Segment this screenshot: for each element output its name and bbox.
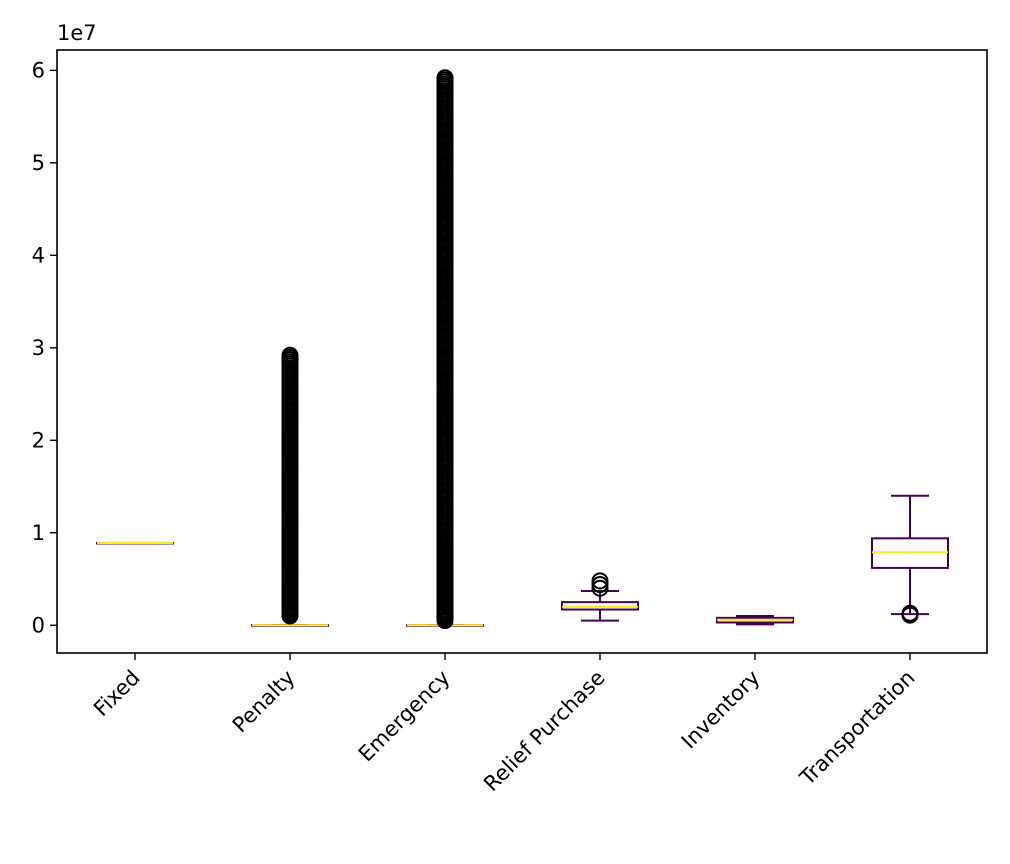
box-inventory (716, 615, 794, 626)
flier-point (281, 346, 299, 364)
y-tick-label: 5 (32, 151, 45, 175)
x-axis: Fixed Penalty Emergency Relief Purchase Inve… (89, 653, 920, 797)
y-axis-offset-label: 1e7 (57, 21, 97, 45)
flier-point (591, 576, 609, 594)
y-tick-label: 6 (32, 58, 45, 82)
box-penalty (251, 346, 329, 627)
y-tick-label: 1 (32, 521, 45, 545)
x-tick-label: Penalty (228, 666, 300, 738)
x-tick-label: Relief Purchase (479, 666, 610, 797)
plot-area-frame (56, 49, 988, 654)
flier-point (591, 572, 609, 590)
y-tick-label: 4 (32, 243, 45, 267)
box-emergency (406, 69, 484, 630)
x-tick-label: Emergency (354, 666, 455, 767)
y-tick-label: 2 (32, 428, 45, 452)
x-tick-label: Fixed (89, 666, 144, 721)
flier-point (436, 69, 454, 87)
box-transportation (871, 494, 949, 624)
x-tick-label: Inventory (677, 666, 765, 754)
y-tick-label: 0 (32, 613, 45, 637)
y-tick-label: 3 (32, 336, 45, 360)
flier-point (901, 604, 919, 622)
boxes-layer (96, 69, 949, 630)
box-fixed (96, 541, 174, 545)
x-tick-label: Transportation (795, 666, 920, 791)
box-relief-purchase (561, 572, 639, 622)
y-axis: 0 1 2 3 4 5 6 (32, 58, 57, 637)
